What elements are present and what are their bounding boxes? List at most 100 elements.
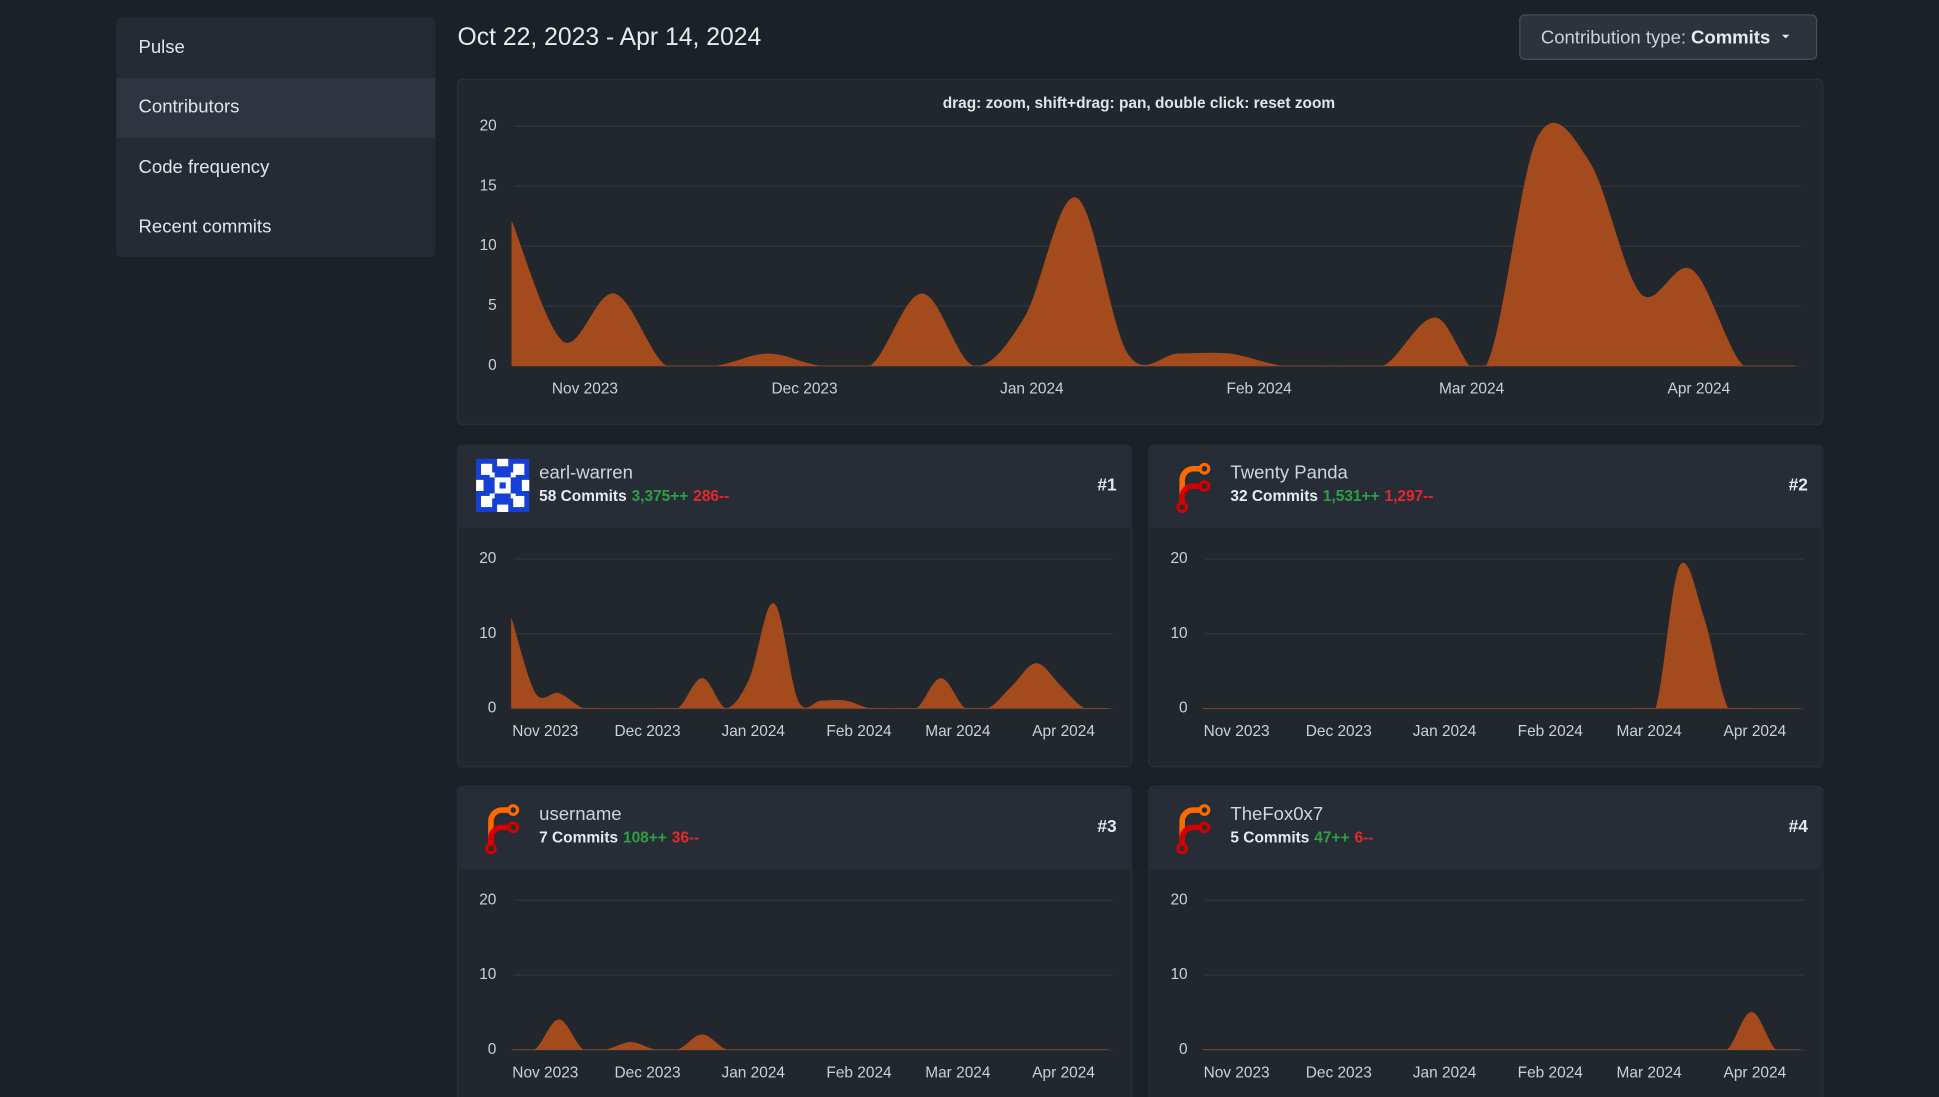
avatar bbox=[485, 804, 520, 855]
x-tick-label: Nov 2023 bbox=[1204, 723, 1270, 740]
rank: #4 bbox=[1789, 816, 1809, 836]
nav-item[interactable]: Code frequency bbox=[138, 156, 270, 177]
caret bbox=[1781, 34, 1790, 39]
x-tick-label: Mar 2024 bbox=[925, 723, 991, 740]
contributor-name[interactable]: TheFox0x7 bbox=[1230, 803, 1323, 824]
x-tick-label: Nov 2023 bbox=[512, 1065, 578, 1082]
commit-count: 32 Commits bbox=[1230, 488, 1318, 505]
logo-dot bbox=[507, 821, 520, 834]
sidebar-active bbox=[116, 77, 436, 138]
logo-dot bbox=[1198, 462, 1211, 475]
x-tick-label: Jan 2024 bbox=[1413, 723, 1477, 740]
x-tick-label: Jan 2024 bbox=[1413, 1065, 1477, 1082]
x-tick-label: Mar 2024 bbox=[1617, 723, 1683, 740]
button-label[interactable]: Contribution type: bbox=[1541, 26, 1686, 47]
y-tick-label: 10 bbox=[1170, 966, 1187, 983]
x-tick-label: Jan 2024 bbox=[722, 723, 786, 740]
x-tick-label: Feb 2024 bbox=[1518, 1065, 1584, 1082]
avatar-pixel bbox=[481, 463, 493, 475]
avatar-pixel bbox=[513, 495, 525, 508]
avatar-pixel bbox=[510, 472, 516, 478]
x-tick-label: Dec 2023 bbox=[772, 381, 838, 398]
commit-count: 7 Commits bbox=[539, 830, 618, 847]
y-tick-label: 20 bbox=[1170, 550, 1187, 567]
avatar-pixel bbox=[497, 458, 509, 467]
card-header bbox=[1150, 787, 1822, 870]
logo-dot bbox=[485, 842, 497, 855]
x-tick-label: Apr 2024 bbox=[1032, 1065, 1095, 1082]
x-tick-label: Dec 2023 bbox=[1306, 723, 1372, 740]
nav-item[interactable]: Contributors bbox=[138, 96, 239, 117]
avatar-pixel bbox=[510, 493, 516, 499]
contributor-name[interactable]: Twenty Panda bbox=[1230, 462, 1348, 483]
x-tick-label: Feb 2024 bbox=[1227, 381, 1293, 398]
card-header bbox=[458, 787, 1131, 870]
y-tick-label: 0 bbox=[488, 700, 497, 717]
contributor-stats: 7 Commits 108++ 36-- bbox=[539, 830, 699, 847]
contribution-type[interactable]: Contribution type: Commits bbox=[1541, 26, 1770, 47]
x-tick-label: Nov 2023 bbox=[552, 381, 618, 398]
x-tick-label: Dec 2023 bbox=[614, 1065, 680, 1082]
x-tick-label: Mar 2024 bbox=[925, 1065, 991, 1082]
x-tick-label: Apr 2024 bbox=[1032, 723, 1095, 740]
logo-red bbox=[488, 824, 511, 846]
rank: #1 bbox=[1097, 475, 1117, 495]
deletions: 6-- bbox=[1354, 830, 1373, 847]
area bbox=[1202, 1011, 1800, 1050]
avatar-pixel bbox=[499, 482, 506, 489]
contributor-name[interactable]: earl-warren bbox=[539, 462, 633, 483]
y-tick-label: 10 bbox=[480, 237, 497, 254]
avatar-pixel bbox=[489, 472, 495, 478]
y-tick-label: 20 bbox=[480, 117, 497, 134]
y-tick-label: 20 bbox=[1170, 891, 1187, 908]
contributor-stats: 32 Commits 1,531++ 1,297-- bbox=[1230, 488, 1433, 505]
date-range: Oct 22, 2023 - Apr 14, 2024 bbox=[458, 24, 762, 51]
x-tick-label: Apr 2024 bbox=[1668, 381, 1731, 398]
area bbox=[511, 123, 1795, 367]
additions: 108++ bbox=[623, 830, 667, 847]
contribution-type-button[interactable] bbox=[1519, 14, 1818, 61]
area bbox=[511, 603, 1108, 709]
logo-orange bbox=[1179, 465, 1202, 505]
x-tick-label: Mar 2024 bbox=[1439, 381, 1505, 398]
commit-count: 58 Commits bbox=[539, 488, 627, 505]
avatar-pixel bbox=[476, 479, 484, 491]
rank: #2 bbox=[1789, 475, 1808, 495]
logo-dot bbox=[1198, 821, 1211, 834]
chart-title: drag: zoom, shift+drag: pan, double clic… bbox=[943, 95, 1335, 112]
x-tick-label: Apr 2024 bbox=[1724, 723, 1787, 740]
additions: 1,531++ bbox=[1323, 488, 1380, 505]
logo-dot bbox=[1198, 804, 1211, 816]
logo-dot bbox=[1198, 480, 1211, 492]
x-tick-label: Nov 2023 bbox=[1204, 1065, 1270, 1082]
nav-item[interactable]: Recent commits bbox=[138, 215, 271, 236]
x-tick-label: Jan 2024 bbox=[1000, 381, 1064, 398]
y-tick-label: 0 bbox=[1179, 700, 1188, 717]
x-tick-label: Nov 2023 bbox=[512, 723, 578, 740]
y-tick-label: 15 bbox=[480, 177, 497, 194]
x-tick-label: Jan 2024 bbox=[722, 1065, 786, 1082]
card-header bbox=[458, 446, 1131, 529]
x-tick-label: Dec 2023 bbox=[614, 723, 680, 740]
rank: #3 bbox=[1097, 816, 1116, 836]
contributor-stats: 58 Commits 3,375++ 286-- bbox=[539, 488, 729, 505]
y-tick-label: 10 bbox=[1170, 625, 1187, 642]
x-tick-label: Dec 2023 bbox=[1306, 1065, 1372, 1082]
deletions: 1,297-- bbox=[1385, 488, 1434, 505]
y-tick-label: 0 bbox=[488, 1041, 497, 1058]
button-value[interactable]: Commits bbox=[1691, 26, 1770, 47]
main-panel bbox=[456, 78, 1824, 425]
logo-orange bbox=[488, 807, 511, 846]
y-tick-label: 0 bbox=[488, 357, 497, 374]
x-tick-label: Feb 2024 bbox=[826, 723, 892, 740]
y-tick-label: 10 bbox=[479, 625, 496, 642]
x-tick-label: Mar 2024 bbox=[1617, 1065, 1683, 1082]
logo-dot bbox=[1176, 501, 1189, 513]
x-tick-label: Feb 2024 bbox=[1518, 723, 1584, 740]
nav-item[interactable]: Pulse bbox=[138, 36, 184, 57]
contributor-name[interactable]: username bbox=[539, 803, 621, 824]
x-tick-label: Feb 2024 bbox=[826, 1065, 892, 1082]
